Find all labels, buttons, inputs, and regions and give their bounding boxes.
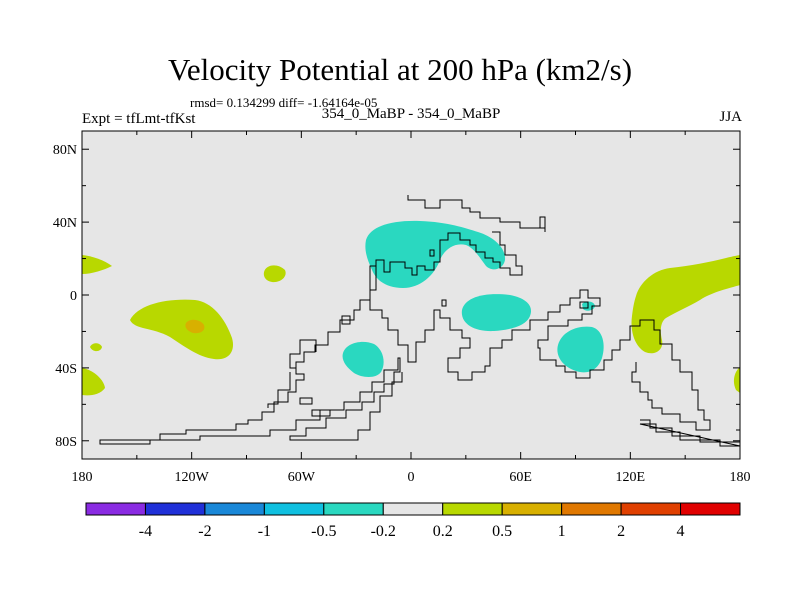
colorbar-label: 0.2 <box>433 523 453 540</box>
colorbar-box <box>561 502 622 516</box>
colorbar-label: 4 <box>677 523 685 540</box>
x-tick-label: 120W <box>175 470 210 485</box>
colorbar-label: -1 <box>258 523 271 540</box>
contour-fill-west-dot <box>90 343 102 352</box>
season-label: JJA <box>719 109 742 125</box>
contour-fill-indian-ocean-negative <box>557 326 604 373</box>
colorbar-label: 1 <box>558 523 566 540</box>
x-tick-label: 120E <box>616 470 646 485</box>
colorbar-label: -0.5 <box>311 523 336 540</box>
x-tick-label: 60W <box>288 470 316 485</box>
coastline-americas <box>99 262 403 445</box>
coastlines <box>99 195 741 447</box>
contour-fills <box>82 220 740 396</box>
case-label: 354_0_MaBP - 354_0_MaBP <box>321 106 501 122</box>
stats-label: rmsd= 0.134299 diff= -1.64164e-05 <box>190 95 378 110</box>
y-tick-label: 0 <box>70 289 77 304</box>
contour-fill-west-pacific-positive <box>631 255 740 354</box>
colorbar-label: -0.2 <box>371 523 396 540</box>
chart-title: Velocity Potential at 200 hPa (km2/s) <box>167 52 633 87</box>
colorbar-label: 2 <box>617 523 625 540</box>
colorbar-box <box>204 502 265 516</box>
x-tick-label: 0 <box>408 470 415 485</box>
colorbar-box <box>382 502 444 516</box>
contour-fill-west-edge-south <box>82 368 105 396</box>
contour-fill-africa-negative <box>461 294 532 332</box>
colorbar-label: -4 <box>139 523 152 540</box>
x-axis: 180 120W 60W 0 60E 120E 180 <box>72 131 751 485</box>
contour-fill-east-edge-dot <box>733 367 740 393</box>
colorbar-box <box>680 502 741 516</box>
contour-fill-eurasia-negative <box>365 220 506 288</box>
colorbar-box <box>442 502 503 516</box>
experiment-label: Expt = tfLmt-tfKst <box>82 111 196 127</box>
colorbar-box <box>85 502 146 516</box>
y-axis: 80N 40N 0 40S 80S <box>53 143 740 450</box>
contour-fill-pacific-positive <box>130 299 234 360</box>
y-tick-label: 40S <box>55 362 77 377</box>
y-tick-label: 80N <box>53 143 77 158</box>
coastline-islands <box>341 249 589 325</box>
colorbar: -4 -2 -1 -0.5 -0.2 0.2 0.5 1 2 4 <box>85 502 741 540</box>
coastline-antarctica-east <box>639 419 741 447</box>
x-tick-label: 60E <box>509 470 532 485</box>
colorbar-box <box>323 502 384 516</box>
y-tick-label: 80S <box>55 435 77 450</box>
colorbar-label: -2 <box>198 523 211 540</box>
contour-fill-atlantic-negative <box>342 341 384 377</box>
coastline-south-america-detail <box>267 339 331 417</box>
coastline-eurasia <box>369 195 711 431</box>
x-tick-label: 180 <box>72 470 93 485</box>
colorbar-box <box>620 502 682 516</box>
colorbar-label: 0.5 <box>492 523 512 540</box>
map-background <box>82 131 740 459</box>
contour-fill-pacific-small <box>263 265 286 283</box>
y-tick-label: 40N <box>53 216 77 231</box>
colorbar-box <box>144 502 206 516</box>
x-tick-label: 180 <box>730 470 751 485</box>
contour-fill-pacific-max <box>185 319 205 334</box>
colorbar-box <box>263 502 325 516</box>
colorbar-box <box>501 502 563 516</box>
contour-fill-west-edge-north <box>82 255 112 274</box>
